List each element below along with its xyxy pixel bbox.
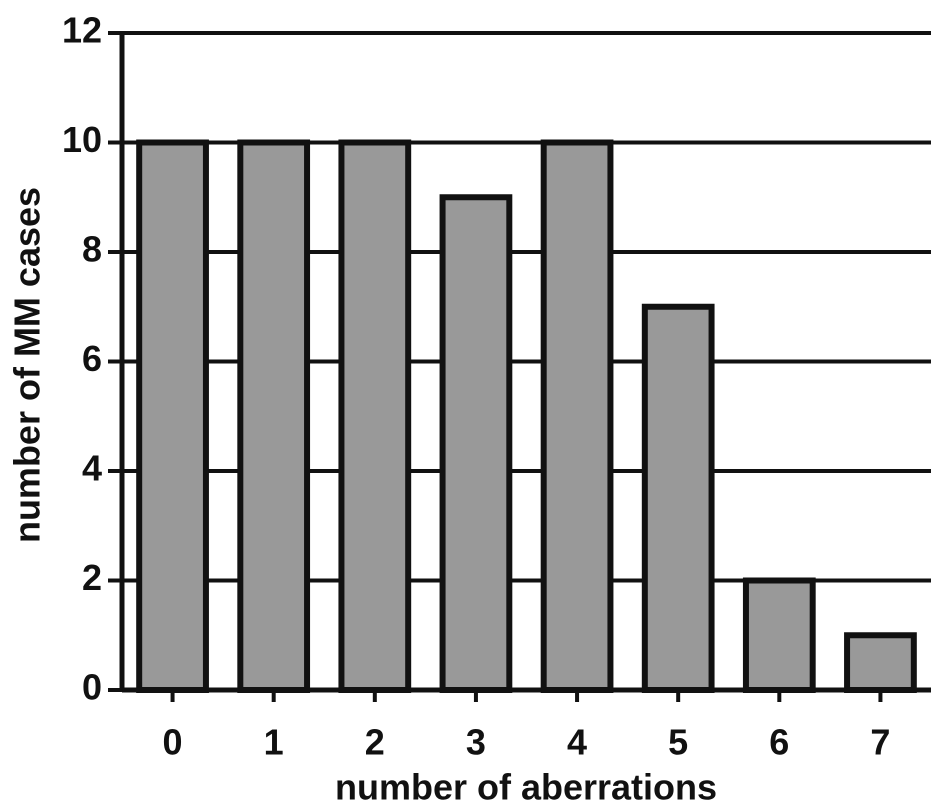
y-tick-label: 4 bbox=[82, 448, 102, 489]
y-tick-label: 0 bbox=[82, 667, 102, 708]
bar bbox=[641, 303, 715, 693]
bar bbox=[844, 632, 917, 693]
y-tick-label: 12 bbox=[62, 10, 102, 51]
x-tick-label: 2 bbox=[365, 722, 385, 763]
x-tick-label: 4 bbox=[567, 722, 587, 763]
x-axis-title: number of aberrations bbox=[335, 767, 717, 808]
y-tick-label: 6 bbox=[82, 338, 102, 379]
bar bbox=[742, 577, 816, 693]
x-tick-label: 3 bbox=[466, 722, 486, 763]
bar bbox=[338, 139, 412, 693]
bar bbox=[540, 139, 614, 693]
bar bbox=[237, 139, 311, 693]
y-axis-title: number of MM cases bbox=[7, 187, 48, 543]
y-tick-label: 2 bbox=[82, 557, 102, 598]
x-tick-label: 7 bbox=[870, 722, 890, 763]
x-tick-label: 1 bbox=[264, 722, 284, 763]
x-tick-label: 6 bbox=[769, 722, 789, 763]
bar bbox=[439, 194, 513, 693]
y-tick-label: 8 bbox=[82, 229, 102, 270]
x-tick-label: 5 bbox=[668, 722, 688, 763]
bar bbox=[136, 139, 209, 693]
y-tick-label: 10 bbox=[62, 119, 102, 160]
x-tick-label: 0 bbox=[163, 722, 183, 763]
